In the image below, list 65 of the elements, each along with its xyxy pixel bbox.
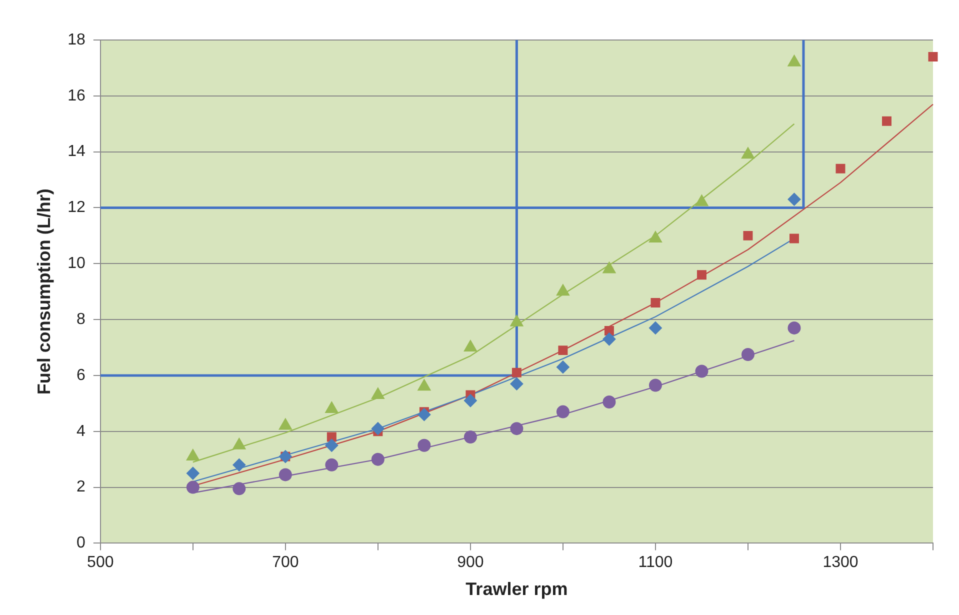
point [510,314,524,326]
point [741,348,754,361]
point [604,326,614,336]
y-tick-label: 2 [76,478,86,496]
point [186,449,200,461]
point [648,321,662,334]
point [325,438,338,452]
point [602,396,616,409]
x-tick-label: 700 [272,554,299,572]
y-tick-label: 8 [76,310,86,328]
point [464,394,477,408]
point [788,54,801,66]
x-tick-label: 500 [87,554,114,572]
point [558,346,568,356]
point [186,466,200,480]
x-axis-title: Trawler rpm [466,579,568,600]
point [556,405,570,418]
y-axis-title: Fuel consumption (L/hr) [34,188,54,395]
point [232,458,246,472]
point [418,438,431,452]
point [512,368,522,378]
point [232,482,246,496]
point [650,298,660,308]
point [186,480,200,494]
point [278,468,292,482]
point [325,402,338,414]
y-tick-label: 6 [76,366,86,384]
point [464,430,477,444]
point [418,408,431,422]
point [326,432,336,442]
point [882,116,892,126]
point [695,364,708,378]
y-tick-label: 10 [68,255,86,272]
point [648,378,662,392]
y-tick-label: 0 [76,534,86,552]
point [695,194,708,206]
y-tick-label: 12 [68,199,86,216]
point [928,52,938,62]
point [556,360,570,374]
point [696,270,706,280]
x-tick-label: 1300 [822,554,858,572]
point [371,388,384,400]
point [418,379,431,391]
point [788,321,801,334]
point [510,377,524,390]
point [602,332,616,346]
point [741,147,755,159]
y-tick-label: 14 [68,143,86,160]
point [464,340,478,352]
point [788,192,801,206]
point [371,452,384,466]
point [325,458,338,472]
y-tick-label: 16 [68,87,86,104]
point [648,230,662,242]
point [602,262,616,274]
point [371,422,384,436]
point [789,234,799,244]
point [510,422,524,436]
y-tick-label: 18 [68,31,86,48]
y-tick-label: 4 [76,422,86,440]
point [836,164,846,174]
x-tick-label: 1100 [638,554,673,572]
point [556,284,570,296]
x-tick-label: 900 [457,554,484,572]
point [743,230,753,240]
